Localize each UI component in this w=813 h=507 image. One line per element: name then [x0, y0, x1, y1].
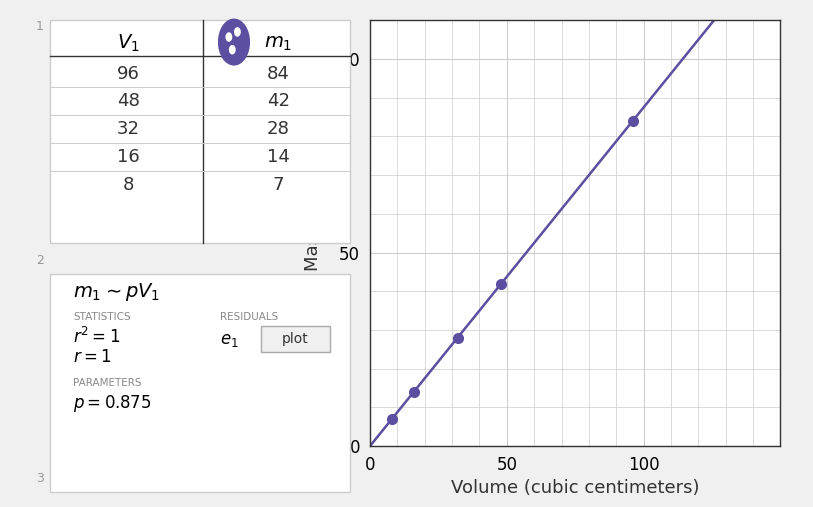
Text: RESIDUALS: RESIDUALS [220, 312, 279, 322]
Circle shape [235, 28, 240, 36]
Text: 96: 96 [117, 64, 140, 83]
Text: 84: 84 [267, 64, 289, 83]
Text: 7: 7 [272, 176, 284, 194]
Text: 16: 16 [117, 148, 140, 166]
Text: 2: 2 [36, 254, 44, 267]
Text: 1: 1 [36, 20, 44, 33]
Text: $p = 0.875$: $p = 0.875$ [73, 392, 152, 414]
Point [451, 334, 464, 342]
FancyBboxPatch shape [50, 274, 350, 492]
Circle shape [219, 19, 250, 65]
Text: $V_1$: $V_1$ [117, 32, 140, 54]
Y-axis label: Mass (g): Mass (g) [303, 195, 322, 271]
Text: $e_1$: $e_1$ [220, 331, 239, 349]
Text: 14: 14 [267, 148, 289, 166]
Point [626, 117, 639, 125]
X-axis label: Volume (cubic centimeters): Volume (cubic centimeters) [451, 480, 699, 497]
Circle shape [229, 46, 235, 54]
Point [407, 388, 420, 396]
Text: PARAMETERS: PARAMETERS [73, 378, 142, 388]
Text: 28: 28 [267, 120, 289, 138]
FancyBboxPatch shape [261, 326, 329, 352]
Text: $r = 1$: $r = 1$ [73, 348, 112, 367]
Text: 3: 3 [36, 472, 44, 485]
Text: plot: plot [282, 332, 309, 346]
Point [495, 279, 508, 287]
FancyBboxPatch shape [50, 20, 350, 243]
Text: $m_1$: $m_1$ [264, 33, 293, 53]
Point [385, 415, 398, 423]
Text: 42: 42 [267, 92, 290, 111]
Text: 32: 32 [116, 120, 140, 138]
Text: 8: 8 [123, 176, 134, 194]
Circle shape [226, 33, 232, 41]
Text: 48: 48 [117, 92, 140, 111]
Text: $r^2 = 1$: $r^2 = 1$ [73, 327, 120, 347]
Text: STATISTICS: STATISTICS [73, 312, 131, 322]
Text: $m_1 \sim p V_1$: $m_1 \sim p V_1$ [73, 280, 161, 303]
